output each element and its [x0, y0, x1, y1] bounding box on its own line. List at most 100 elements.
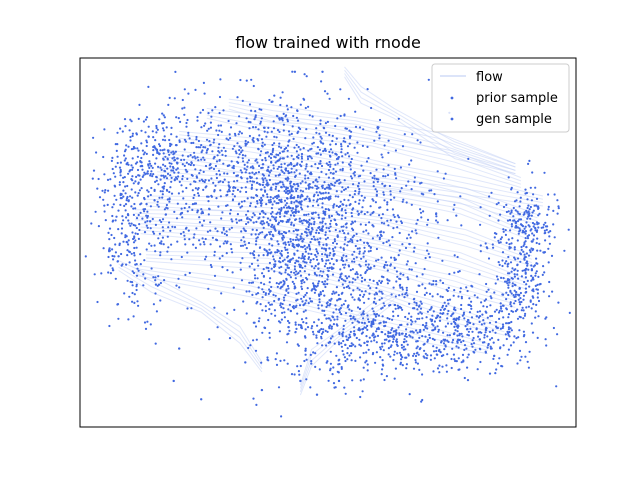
gen-sample-point: [507, 322, 510, 325]
gen-sample-point: [113, 255, 116, 258]
gen-sample-point: [213, 254, 216, 257]
gen-sample-point: [255, 240, 258, 243]
gen-sample-point: [351, 253, 354, 256]
gen-sample-point: [410, 323, 413, 326]
gen-sample-point: [382, 302, 385, 305]
gen-sample-point: [277, 165, 281, 168]
gen-sample-point: [299, 182, 302, 185]
gen-sample-point: [413, 297, 416, 300]
gen-sample-point: [372, 185, 375, 188]
gen-sample-point: [236, 174, 239, 177]
gen-sample-point: [321, 70, 324, 74]
gen-sample-point: [522, 330, 526, 333]
gen-sample-point: [343, 114, 346, 117]
gen-sample-point: [337, 363, 340, 366]
gen-sample-point: [145, 152, 148, 155]
gen-sample-point: [387, 151, 390, 154]
gen-sample-point: [266, 254, 269, 257]
gen-sample-point: [297, 370, 300, 373]
gen-sample-point: [501, 365, 504, 368]
gen-sample-point: [315, 250, 318, 253]
gen-sample-point: [232, 186, 235, 189]
gen-sample-point: [288, 260, 291, 263]
gen-sample-point: [353, 193, 356, 196]
gen-sample-point: [412, 250, 415, 253]
gen-sample-point: [202, 156, 205, 159]
flow-line: [299, 299, 395, 392]
gen-sample-point: [136, 161, 139, 164]
gen-sample-point: [509, 290, 512, 293]
gen-sample-point: [328, 209, 331, 212]
gen-sample-point: [476, 368, 479, 371]
gen-sample-point: [450, 322, 453, 325]
gen-sample-point: [295, 243, 298, 247]
flow-line: [146, 198, 533, 260]
gen-sample-point: [453, 254, 456, 257]
gen-sample-point: [354, 189, 357, 193]
gen-sample-point: [462, 339, 465, 342]
gen-sample-point: [320, 337, 323, 340]
gen-sample-point: [394, 303, 397, 307]
gen-sample-point: [347, 264, 350, 267]
gen-sample-point: [127, 239, 130, 242]
gen-sample-point: [269, 252, 272, 255]
gen-sample-point: [452, 208, 455, 211]
gen-sample-point: [290, 154, 293, 157]
gen-sample-point: [114, 219, 117, 222]
gen-sample-point: [350, 352, 353, 355]
gen-sample-point: [399, 361, 402, 364]
gen-sample-point: [199, 169, 202, 172]
gen-sample-point: [203, 92, 206, 95]
gen-sample-point: [467, 303, 470, 306]
gen-sample-point: [143, 321, 147, 324]
gen-sample-point: [338, 182, 341, 185]
gen-sample-point: [340, 256, 344, 259]
gen-sample-point: [273, 228, 277, 231]
gen-sample-point: [334, 124, 337, 128]
gen-sample-point: [164, 139, 167, 142]
gen-sample-point: [508, 330, 511, 334]
gen-sample-point: [306, 155, 309, 158]
gen-sample-point: [245, 142, 248, 145]
gen-sample-point: [408, 268, 411, 271]
legend-prior-label: prior sample: [476, 91, 558, 106]
gen-sample-point: [268, 331, 271, 335]
gen-sample-point: [154, 250, 157, 253]
gen-sample-point: [150, 164, 153, 167]
gen-sample-point: [512, 341, 515, 344]
gen-sample-point: [523, 243, 526, 246]
gen-sample-point: [301, 180, 304, 183]
gen-sample-point: [305, 276, 308, 280]
gen-sample-point: [253, 118, 256, 121]
gen-sample-point: [362, 366, 365, 369]
gen-sample-point: [268, 261, 271, 265]
gen-sample-point: [315, 231, 318, 234]
gen-sample-point: [368, 292, 371, 295]
gen-sample-point: [156, 128, 159, 131]
flow-line: [146, 260, 505, 336]
gen-sample-point: [239, 244, 243, 247]
gen-sample-point: [181, 163, 184, 166]
gen-sample-point: [379, 346, 382, 349]
gen-sample-point: [261, 288, 264, 291]
gen-sample-point: [136, 147, 139, 150]
gen-sample-point: [93, 273, 96, 276]
gen-sample-point: [359, 344, 362, 347]
gen-sample-point: [120, 232, 123, 235]
gen-sample-point: [299, 270, 302, 273]
gen-sample-point: [299, 103, 302, 106]
gen-sample-point: [340, 145, 343, 148]
gen-sample-point: [399, 283, 402, 286]
gen-sample-point: [524, 230, 528, 233]
gen-sample-point: [309, 241, 312, 244]
gen-sample-point: [438, 319, 441, 322]
gen-sample-point: [412, 354, 415, 357]
legend-prior-swatch: [450, 96, 454, 100]
gen-sample-point: [523, 211, 526, 214]
gen-sample-point: [284, 115, 287, 118]
gen-sample-point: [161, 149, 164, 152]
gen-sample-point: [494, 282, 497, 285]
gen-sample-point: [517, 232, 520, 235]
gen-sample-point: [271, 210, 274, 214]
gen-sample-point: [268, 178, 271, 182]
